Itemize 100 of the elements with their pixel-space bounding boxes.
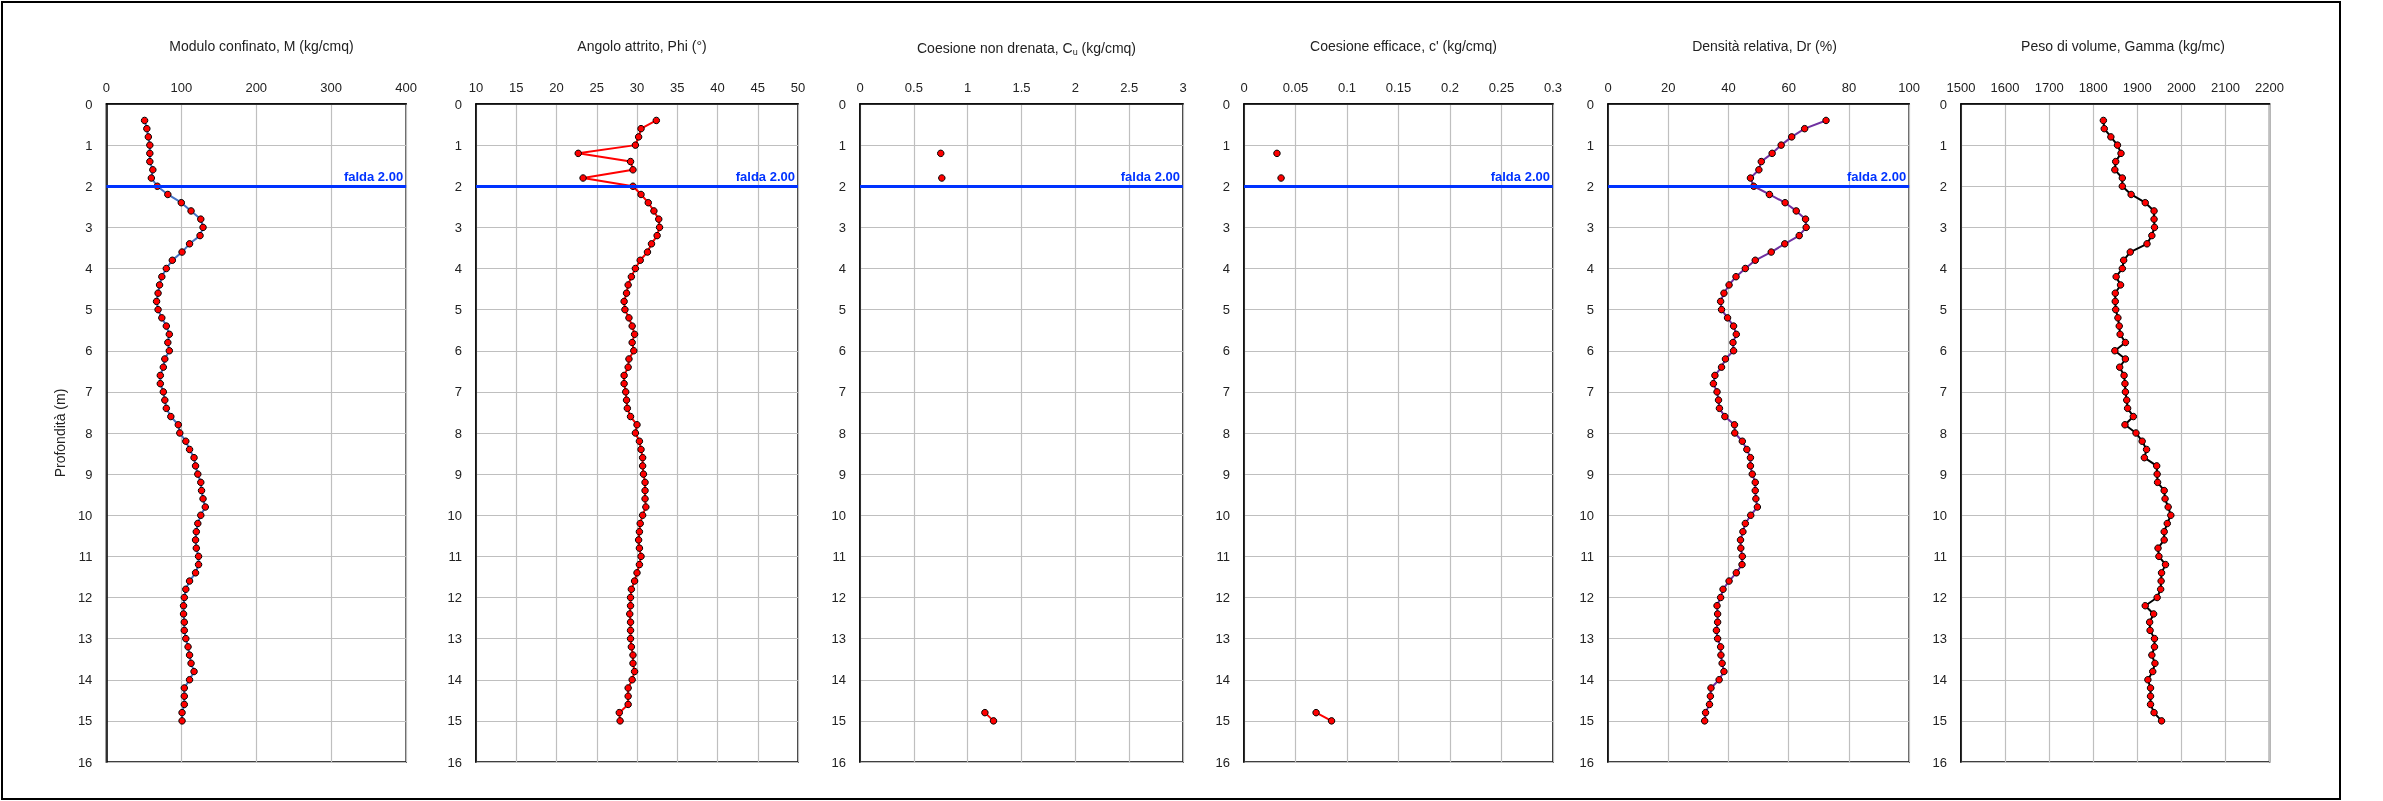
x-tick-label: 200 [245,80,268,95]
y-tick-label: 2 [838,178,846,194]
y-tick-label: 1 [454,137,462,153]
y-tick-label: 0 [454,96,462,112]
ref-line-label: falda 2.00 [735,169,795,185]
y-tick-label: 15 [1932,713,1947,729]
y-tick-label: 15 [77,713,93,729]
x-tick-label: 60 [1781,80,1796,95]
x-tick-label: 0.2 [1440,80,1460,95]
x-tick-label: 2.5 [1120,80,1139,95]
y-tick-label: 5 [1939,302,1947,318]
y-tick-label: 13 [1215,631,1230,647]
y-tick-label: 8 [1222,425,1230,441]
y-tick-label: 13 [1932,631,1947,647]
y-tick-label: 6 [85,343,93,359]
y-tick-label: 10 [1579,507,1594,523]
x-tick-label: 0 [1604,80,1612,95]
x-tick-label: 50 [790,80,806,95]
x-tick-label: 15 [509,80,524,95]
x-tick-label: 2100 [2211,80,2240,95]
y-tick-label: 12 [1932,590,1947,605]
chart-title: Modulo confinato, M (kg/cmq) [169,38,354,54]
x-tick-label: 2 [1071,80,1079,95]
y-tick-label: 1 [1222,137,1230,153]
y-tick-label: 12 [1215,590,1230,605]
y-tick-label: 7 [85,384,93,400]
y-tick-label: 11 [1933,548,1947,564]
y-tick-label: 3 [838,219,846,235]
ref-line-label: falda 2.00 [1490,169,1550,185]
y-tick-label: 6 [1222,343,1230,359]
y-tick-label: 5 [85,302,93,318]
chart-title: Coesione efficace, c' (kg/cmq) [1310,38,1497,54]
x-tick-label: 40 [710,80,725,95]
x-tick-label: 400 [395,80,418,95]
x-tick-label: 20 [1661,80,1676,95]
point [981,708,989,717]
x-tick-label: 35 [670,80,685,95]
x-tick-label: 1800 [2078,80,2108,95]
y-tick-label: 1 [838,137,846,153]
x-tick-label: 0.15 [1385,80,1412,95]
y-axis-title: Profondità (m) [52,388,68,478]
y-tick-label: 14 [831,672,846,688]
y-tick-label: 5 [1222,302,1230,318]
y-tick-label: 14 [1579,672,1594,688]
point [1277,174,1285,182]
y-tick-label: 16 [831,754,846,770]
x-tick-label: 1900 [2122,80,2152,95]
point [1273,149,1281,158]
point [1312,708,1320,717]
y-tick-label: 0 [85,96,93,112]
x-tick-label: 20 [549,80,564,95]
y-tick-label: 1 [1586,137,1594,153]
y-tick-label: 10 [1932,507,1947,523]
y-tick-label: 7 [1939,384,1947,400]
y-tick-label: 8 [1939,425,1947,441]
y-tick-label: 14 [447,672,462,688]
y-tick-label: 10 [831,507,846,523]
y-tick-label: 3 [85,219,93,235]
y-tick-label: 16 [1579,754,1594,770]
x-tick-label: 100 [1898,80,1921,95]
y-tick-label: 0 [1222,96,1230,112]
x-tick-label: 25 [589,80,604,95]
x-tick-label: 1700 [2034,80,2064,95]
y-tick-label: 3 [1222,219,1230,235]
y-tick-label: 11 [78,548,93,564]
x-tick-label: 300 [320,80,343,95]
y-tick-label: 4 [1586,261,1594,276]
y-tick-label: 3 [454,219,462,235]
y-tick-label: 1 [1939,137,1947,153]
y-tick-label: 11 [448,548,462,564]
x-tick-label: 2000 [2166,80,2196,95]
y-tick-label: 4 [85,261,93,276]
y-tick-label: 13 [831,631,846,647]
y-tick-label: 7 [838,384,846,400]
y-tick-label: 8 [838,425,846,441]
point [938,174,946,182]
y-tick-label: 6 [454,343,462,359]
y-tick-label: 5 [1586,302,1594,318]
y-tick-label: 12 [1579,590,1594,605]
y-tick-label: 9 [838,466,846,482]
y-tick-label: 9 [1939,466,1947,482]
y-tick-label: 2 [1939,178,1947,194]
x-tick-label: 10 [468,80,484,95]
point [1327,717,1336,725]
y-tick-label: 15 [447,713,462,729]
y-tick-label: 16 [1932,754,1947,770]
y-tick-label: 1 [85,137,93,153]
y-tick-label: 14 [1932,672,1947,688]
y-tick-label: 5 [838,302,846,318]
x-tick-label: 45 [750,80,765,95]
y-tick-label: 11 [832,548,846,564]
x-tick-label: 1.5 [1012,80,1031,95]
x-tick-label: 100 [170,80,193,95]
x-tick-label: 1 [964,80,972,95]
y-tick-label: 13 [1579,631,1594,647]
x-tick-label: 30 [629,80,645,95]
ref-line-label: falda 2.00 [343,169,404,185]
x-tick-label: 2200 [2255,80,2284,95]
y-tick-label: 16 [447,754,462,770]
x-tick-label: 0.5 [904,80,923,95]
